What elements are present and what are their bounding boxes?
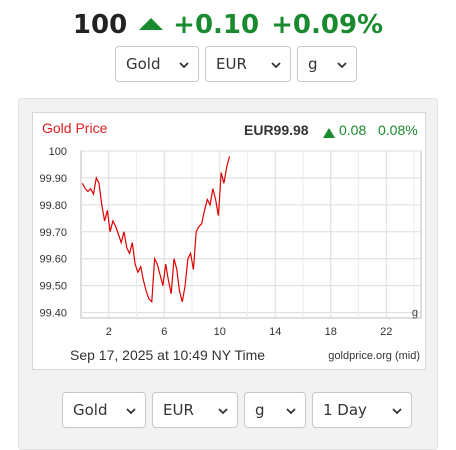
chevron-down-icon xyxy=(286,406,296,416)
chart-panel: Gold Price EUR99.98 0.08 0.08% 100 99.90 9… xyxy=(18,98,438,450)
x-tick-label: 6 xyxy=(161,326,167,338)
price-series-line xyxy=(81,156,231,304)
chart-grid xyxy=(80,150,422,319)
x-tick-label: 18 xyxy=(325,326,337,338)
x-tick-label: 22 xyxy=(380,326,392,338)
price-change: +0.10 xyxy=(173,10,260,40)
chevron-down-icon xyxy=(271,60,281,70)
x-axis: 2 6 10 14 18 22 xyxy=(106,326,393,338)
currency-select-bottom-value: EUR xyxy=(163,401,194,419)
chevron-down-icon xyxy=(337,60,347,70)
y-tick-label: 99.50 xyxy=(39,281,67,293)
plot-frame xyxy=(80,150,422,319)
chart-timestamp: Sep 17, 2025 at 10:49 NY Time xyxy=(70,347,265,363)
y-axis: 100 99.90 99.80 99.70 99.60 99.50 99.40 xyxy=(39,146,67,320)
unit-select-bottom[interactable]: g xyxy=(244,392,306,428)
range-select[interactable]: 1 Day xyxy=(312,392,412,428)
metal-select-value: Gold xyxy=(126,55,161,73)
metal-select-bottom-value: Gold xyxy=(73,401,108,419)
x-tick-label: 10 xyxy=(214,326,226,338)
currency-select[interactable]: EUR xyxy=(205,46,291,82)
price-change-percent: +0.09% xyxy=(271,10,384,40)
up-triangle-icon xyxy=(323,128,335,138)
chevron-down-icon xyxy=(179,60,189,70)
currency-select-bottom[interactable]: EUR xyxy=(152,392,238,428)
metal-select-bottom[interactable]: Gold xyxy=(62,392,146,428)
chart-source: goldprice.org (mid) xyxy=(328,350,420,362)
chart-quote: EUR99.98 xyxy=(244,122,309,138)
currency-select-value: EUR xyxy=(216,55,247,73)
chevron-down-icon xyxy=(218,406,228,416)
chevron-down-icon xyxy=(392,406,402,416)
chart-change-percent: 0.08% xyxy=(378,122,418,138)
gold-price-chart: Gold Price EUR99.98 0.08 0.08% 100 99.90 9… xyxy=(32,112,426,370)
unit-select[interactable]: g xyxy=(297,46,357,82)
up-triangle-icon xyxy=(139,17,164,30)
current-price: 100 xyxy=(72,10,128,40)
chevron-down-icon xyxy=(126,406,136,416)
chart-change: 0.08 xyxy=(339,122,366,138)
unit-select-value: g xyxy=(308,55,318,73)
unit-label: g xyxy=(412,307,418,319)
x-tick-label: 2 xyxy=(106,326,112,338)
chart-title: Gold Price xyxy=(42,120,108,136)
chart-canvas: Gold Price EUR99.98 0.08 0.08% 100 99.90 9… xyxy=(39,120,422,363)
unit-select-bottom-value: g xyxy=(255,401,265,419)
range-select-value: 1 Day xyxy=(323,401,367,419)
metal-select[interactable]: Gold xyxy=(115,46,199,82)
y-tick-label: 99.80 xyxy=(39,200,67,212)
y-tick-label: 100 xyxy=(49,146,67,158)
y-tick-label: 99.70 xyxy=(39,227,67,239)
y-tick-label: 99.90 xyxy=(39,173,67,185)
x-tick-label: 14 xyxy=(269,326,281,338)
price-ticker: 100 +0.10 +0.09% xyxy=(0,8,456,42)
y-tick-label: 99.40 xyxy=(39,308,67,320)
y-tick-label: 99.60 xyxy=(39,254,67,266)
